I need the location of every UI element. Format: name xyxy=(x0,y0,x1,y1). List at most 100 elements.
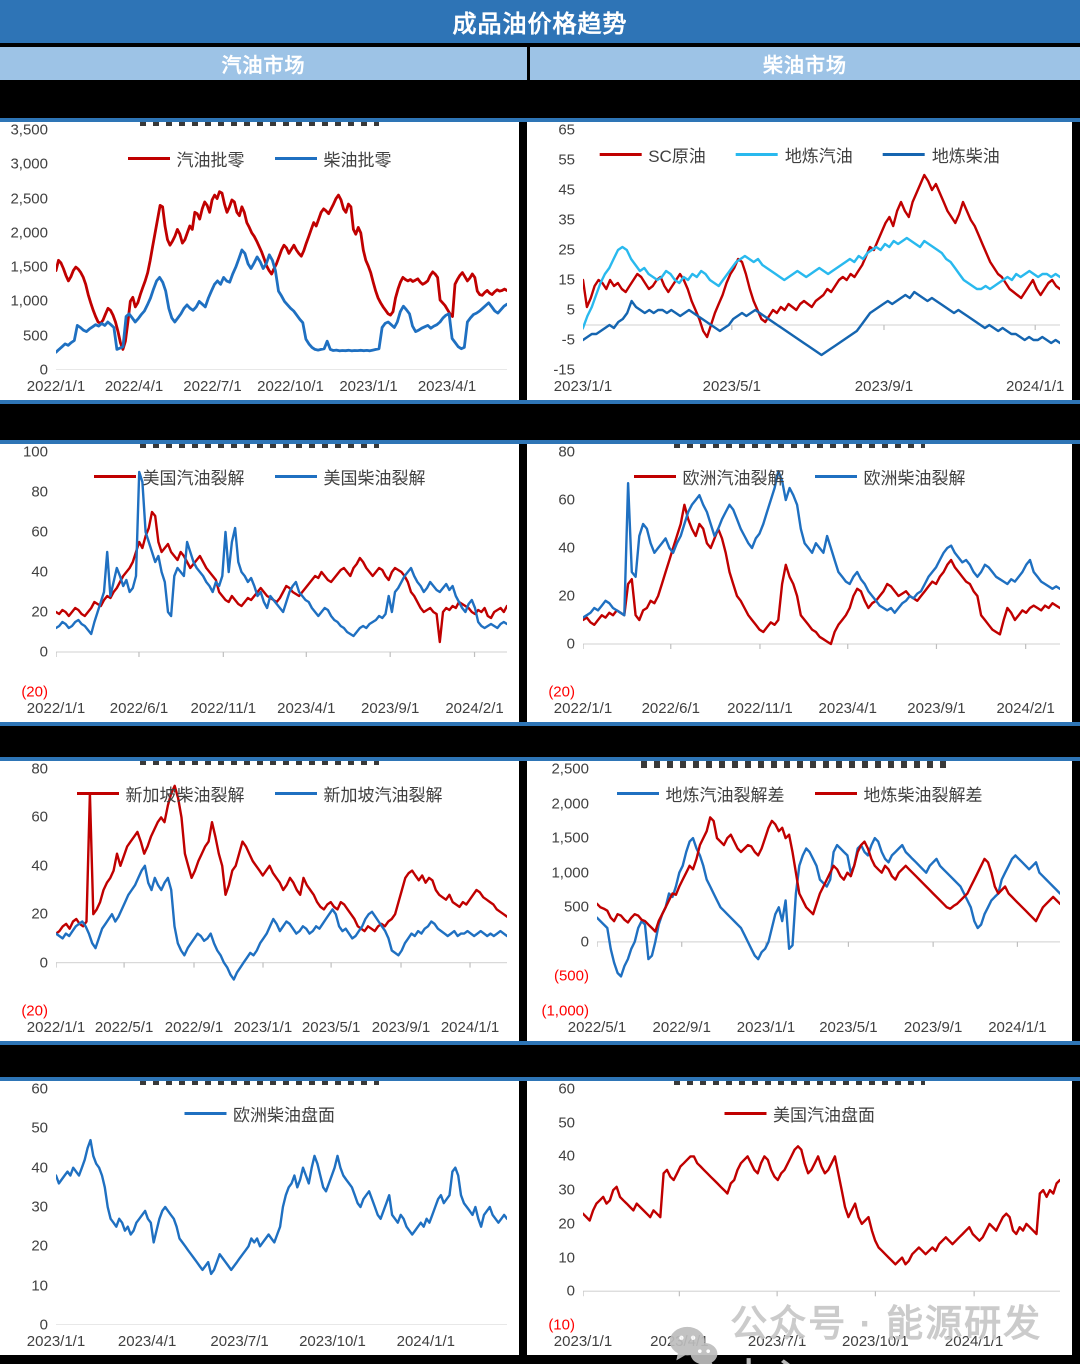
y-axis-tick-label: 0 xyxy=(39,361,48,379)
x-axis-tick-label: 2024/1/1 xyxy=(988,1019,1047,1036)
x-axis-tick-label: 2023/1/1 xyxy=(233,1019,293,1036)
legend-item: 欧洲柴油盘面 xyxy=(184,1101,335,1126)
x-axis-tick-label: 2022/1/1 xyxy=(26,700,86,717)
x-axis-tick-label: 2023/1/1 xyxy=(553,1333,613,1350)
y-axis-tick-label: 40 xyxy=(31,857,48,875)
y-axis-tick-label: 20 xyxy=(31,905,48,923)
x-axis-tick-label: 2022/7/1 xyxy=(183,378,242,395)
series-line-柴油批零 xyxy=(56,250,507,352)
plot-area xyxy=(583,130,1060,370)
y-axis-tick-label: 3,500 xyxy=(10,122,48,139)
x-axis-tick-label: 2022/1/1 xyxy=(26,1019,86,1036)
x-axis-tick-label: 2024/2/1 xyxy=(445,700,504,717)
y-axis-tick-label: 1,500 xyxy=(551,829,589,847)
plot-area xyxy=(56,452,507,657)
legend-swatch xyxy=(76,792,119,795)
y-axis-tick-label: -15 xyxy=(553,361,575,379)
series-line-新加坡汽油裂解 xyxy=(56,866,507,980)
legend: 欧洲汽油裂解 欧洲柴油裂解 xyxy=(633,464,966,489)
legend-swatch xyxy=(814,792,857,795)
y-axis-tick-label: 1,500 xyxy=(10,258,48,276)
x-axis-tick-label: 2023/7/1 xyxy=(747,1333,807,1350)
plot-area xyxy=(56,130,507,370)
x-axis-tick-label: 2023/7/1 xyxy=(210,1333,269,1350)
y-axis-tick-label: 20 xyxy=(558,1215,575,1233)
legend-item: 地炼汽油 xyxy=(735,142,853,167)
legend-label: 地炼汽油裂解差 xyxy=(665,786,785,805)
chart-europe-crack-spreads: (20) 0 20 40 60 80 2022/1/1 2022/6/1 2022/11/1 20… xyxy=(527,444,1072,722)
y-axis-tick-label: 40 xyxy=(31,1159,48,1177)
y-axis-tick-label: 80 xyxy=(558,444,575,461)
legend-label: 欧洲汽油裂解 xyxy=(682,469,785,488)
x-axis-tick-label: 2022/6/1 xyxy=(641,700,700,717)
x-axis-tick-label: 2023/4/1 xyxy=(417,378,477,395)
y-axis-tick-label: 2,500 xyxy=(551,761,589,778)
x-axis-tick-label: 2023/9/1 xyxy=(854,378,914,395)
y-axis-tick-label: 80 xyxy=(31,761,48,778)
x-axis-tick-label: 2022/5/1 xyxy=(567,1019,627,1036)
x-axis-tick-label: 2023/9/1 xyxy=(360,700,420,717)
y-axis-tick-label: (1,000) xyxy=(541,1002,589,1020)
y-axis-tick-label: 0 xyxy=(566,635,575,653)
x-axis-tick-label: 2022/6/1 xyxy=(109,700,169,717)
legend-swatch xyxy=(814,475,857,478)
y-axis-tick-label: 25 xyxy=(558,241,575,259)
x-axis-tick-label: 2023/1/1 xyxy=(736,1019,796,1036)
legend-label: 欧洲柴油裂解 xyxy=(863,469,966,488)
clipped-title-fragment xyxy=(641,761,947,768)
x-axis-tick-label: 2023/4/1 xyxy=(117,1333,177,1350)
legend-item: 欧洲汽油裂解 xyxy=(633,464,785,489)
y-axis-tick-label: 1,000 xyxy=(551,864,589,882)
y-axis-tick-label: 40 xyxy=(558,1147,575,1165)
series-line-欧洲柴油裂解 xyxy=(583,471,1060,617)
legend-swatch xyxy=(274,792,317,795)
watermark: 公众号 · 能源研发中心 xyxy=(668,1293,1080,1364)
y-axis-tick-label: 60 xyxy=(31,808,48,826)
x-axis-tick-label: 2023/5/1 xyxy=(819,1019,878,1036)
legend: 美国汽油盘面 xyxy=(724,1101,875,1126)
y-axis-tick-label: 500 xyxy=(563,898,589,916)
y-axis-tick-label: 0 xyxy=(566,1282,575,1300)
chart-teapot-crack-margin: (1,000) (500) 0 500 1,000 1,500 2,000 2,500 2022… xyxy=(527,761,1072,1041)
legend-label: 美国柴油裂解 xyxy=(323,469,426,488)
series-line-地炼汽油裂解差 xyxy=(597,838,1060,976)
series-line-美国汽油盘面 xyxy=(583,1146,1060,1264)
y-axis-tick-label: (20) xyxy=(21,683,48,701)
y-axis-tick-label: 30 xyxy=(31,1198,48,1216)
y-axis-tick-label: (500) xyxy=(553,967,589,985)
chart-us-gasoline-futures: (10)01020304050602023/1/12023/4/12023/7/… xyxy=(527,1081,1072,1355)
column-header-gasoline: 汽油市场 xyxy=(0,47,527,80)
chart-row-2: (20) 0 20 40 60 80 100 2022/1/1 2022/6/1 2022/11/… xyxy=(0,440,1080,726)
y-axis-tick-label: 0 xyxy=(39,643,48,661)
y-axis-tick-label: 30 xyxy=(558,1181,575,1199)
legend-item: 地炼汽油裂解差 xyxy=(616,781,785,806)
x-axis-tick-label: 2023/4/1 xyxy=(818,700,877,717)
y-axis-tick-label: 45 xyxy=(558,181,575,199)
y-axis-tick-label: 50 xyxy=(558,1114,575,1132)
y-axis-tick-label: 40 xyxy=(558,539,575,557)
x-axis-tick-label: 2023/1/1 xyxy=(339,378,398,395)
legend-item: 柴油批零 xyxy=(274,146,392,171)
y-axis-tick-label: (10) xyxy=(548,1316,575,1334)
legend-swatch xyxy=(274,475,317,478)
x-axis-tick-label: 2024/1/1 xyxy=(396,1333,456,1350)
legend-item: SC原油 xyxy=(599,142,706,167)
legend-item: 欧洲柴油裂解 xyxy=(814,464,966,489)
y-axis-tick-label: 0 xyxy=(39,954,48,972)
x-axis-tick-label: 2023/5/1 xyxy=(301,1019,361,1036)
y-axis-tick-label: 1,000 xyxy=(10,292,48,310)
y-axis-tick-label: 0 xyxy=(39,1316,48,1334)
y-axis-tick-label: 10 xyxy=(31,1277,48,1295)
series-line-地炼柴油 xyxy=(583,292,1060,355)
chart-row-4: 0 10 20 30 40 50 60 2023/1/1 2023/4/1 2023/7/1 202… xyxy=(0,1077,1080,1355)
plot-area xyxy=(56,769,507,1011)
legend-swatch xyxy=(633,475,676,478)
legend-swatch xyxy=(93,475,136,478)
x-axis-tick-label: 2023/1/1 xyxy=(553,378,613,395)
y-axis-tick-label: 2,000 xyxy=(551,795,589,813)
y-axis-tick-label: 500 xyxy=(22,327,48,345)
legend-swatch xyxy=(127,157,170,160)
chart-row-1: 0 500 1,000 1,500 2,000 2,500 3,000 3,500 2022/1… xyxy=(0,118,1080,404)
x-axis-tick-label: 2023/1/1 xyxy=(26,1333,86,1350)
